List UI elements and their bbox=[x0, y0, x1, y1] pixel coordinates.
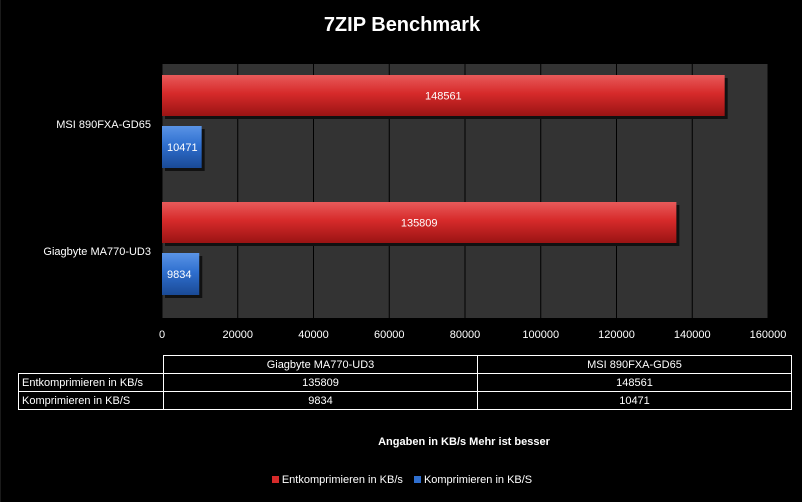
legend-swatch-blue bbox=[413, 475, 421, 483]
chart-note: Angaben in KB/s Mehr ist besser bbox=[378, 436, 550, 448]
x-tick-label: 0 bbox=[159, 329, 165, 341]
bar-entkomprimieren bbox=[162, 202, 677, 243]
bar-data-label: 10471 bbox=[167, 142, 198, 154]
table-row: Komprimieren in KB/S 9834 10471 bbox=[18, 391, 792, 410]
x-tick-label: 60000 bbox=[374, 329, 405, 341]
table-header-msi: MSI 890FXA-GD65 bbox=[477, 355, 792, 374]
x-tick-label: 100000 bbox=[522, 329, 559, 341]
bar-komprimieren bbox=[162, 126, 202, 168]
table-row-label: Komprimieren in KB/S bbox=[18, 391, 164, 410]
table-cell: 9834 bbox=[163, 391, 478, 410]
bar-data-label: 9834 bbox=[167, 269, 191, 281]
category-label: Giagbyte MA770-UD3 bbox=[43, 246, 151, 258]
x-tick-label: 40000 bbox=[298, 329, 329, 341]
x-tick-label: 80000 bbox=[450, 329, 481, 341]
bar-komprimieren bbox=[162, 253, 200, 295]
chart-title: 7ZIP Benchmark bbox=[323, 14, 481, 36]
table-cell: 148561 bbox=[477, 373, 792, 392]
bar-data-label: 135809 bbox=[401, 218, 438, 230]
category-label: MSI 890FXA-GD65 bbox=[56, 119, 151, 131]
legend: Entkomprimieren in KB/s Komprimieren in … bbox=[1, 474, 802, 486]
x-tick-label: 20000 bbox=[222, 329, 253, 341]
table-cell: 135809 bbox=[163, 373, 478, 392]
table-cell: 10471 bbox=[477, 391, 792, 410]
table-row-label: Entkomprimieren in KB/s bbox=[18, 373, 164, 392]
legend-swatch-red bbox=[271, 475, 279, 483]
table-row: Entkomprimieren in KB/s 135809 148561 bbox=[18, 373, 792, 392]
legend-item-komprimieren: Komprimieren in KB/S bbox=[413, 474, 532, 486]
bar-chart: 0 20000 40000 60000 80000 100000 120000 140000 1… bbox=[43, 64, 787, 341]
table-header-row: Giagbyte MA770-UD3 MSI 890FXA-GD65 bbox=[18, 355, 792, 374]
table-header-gigabyte: Giagbyte MA770-UD3 bbox=[163, 355, 478, 374]
x-tick-label: 140000 bbox=[674, 329, 711, 341]
bar-entkomprimieren bbox=[162, 75, 725, 116]
x-tick-label: 120000 bbox=[598, 329, 635, 341]
bar-data-label: 148561 bbox=[425, 91, 462, 103]
data-table: Giagbyte MA770-UD3 MSI 890FXA-GD65 Entko… bbox=[18, 355, 792, 410]
x-tick-label: 160000 bbox=[750, 329, 787, 341]
table-corner bbox=[18, 355, 164, 374]
legend-item-entkomprimieren: Entkomprimieren in KB/s bbox=[271, 474, 403, 486]
